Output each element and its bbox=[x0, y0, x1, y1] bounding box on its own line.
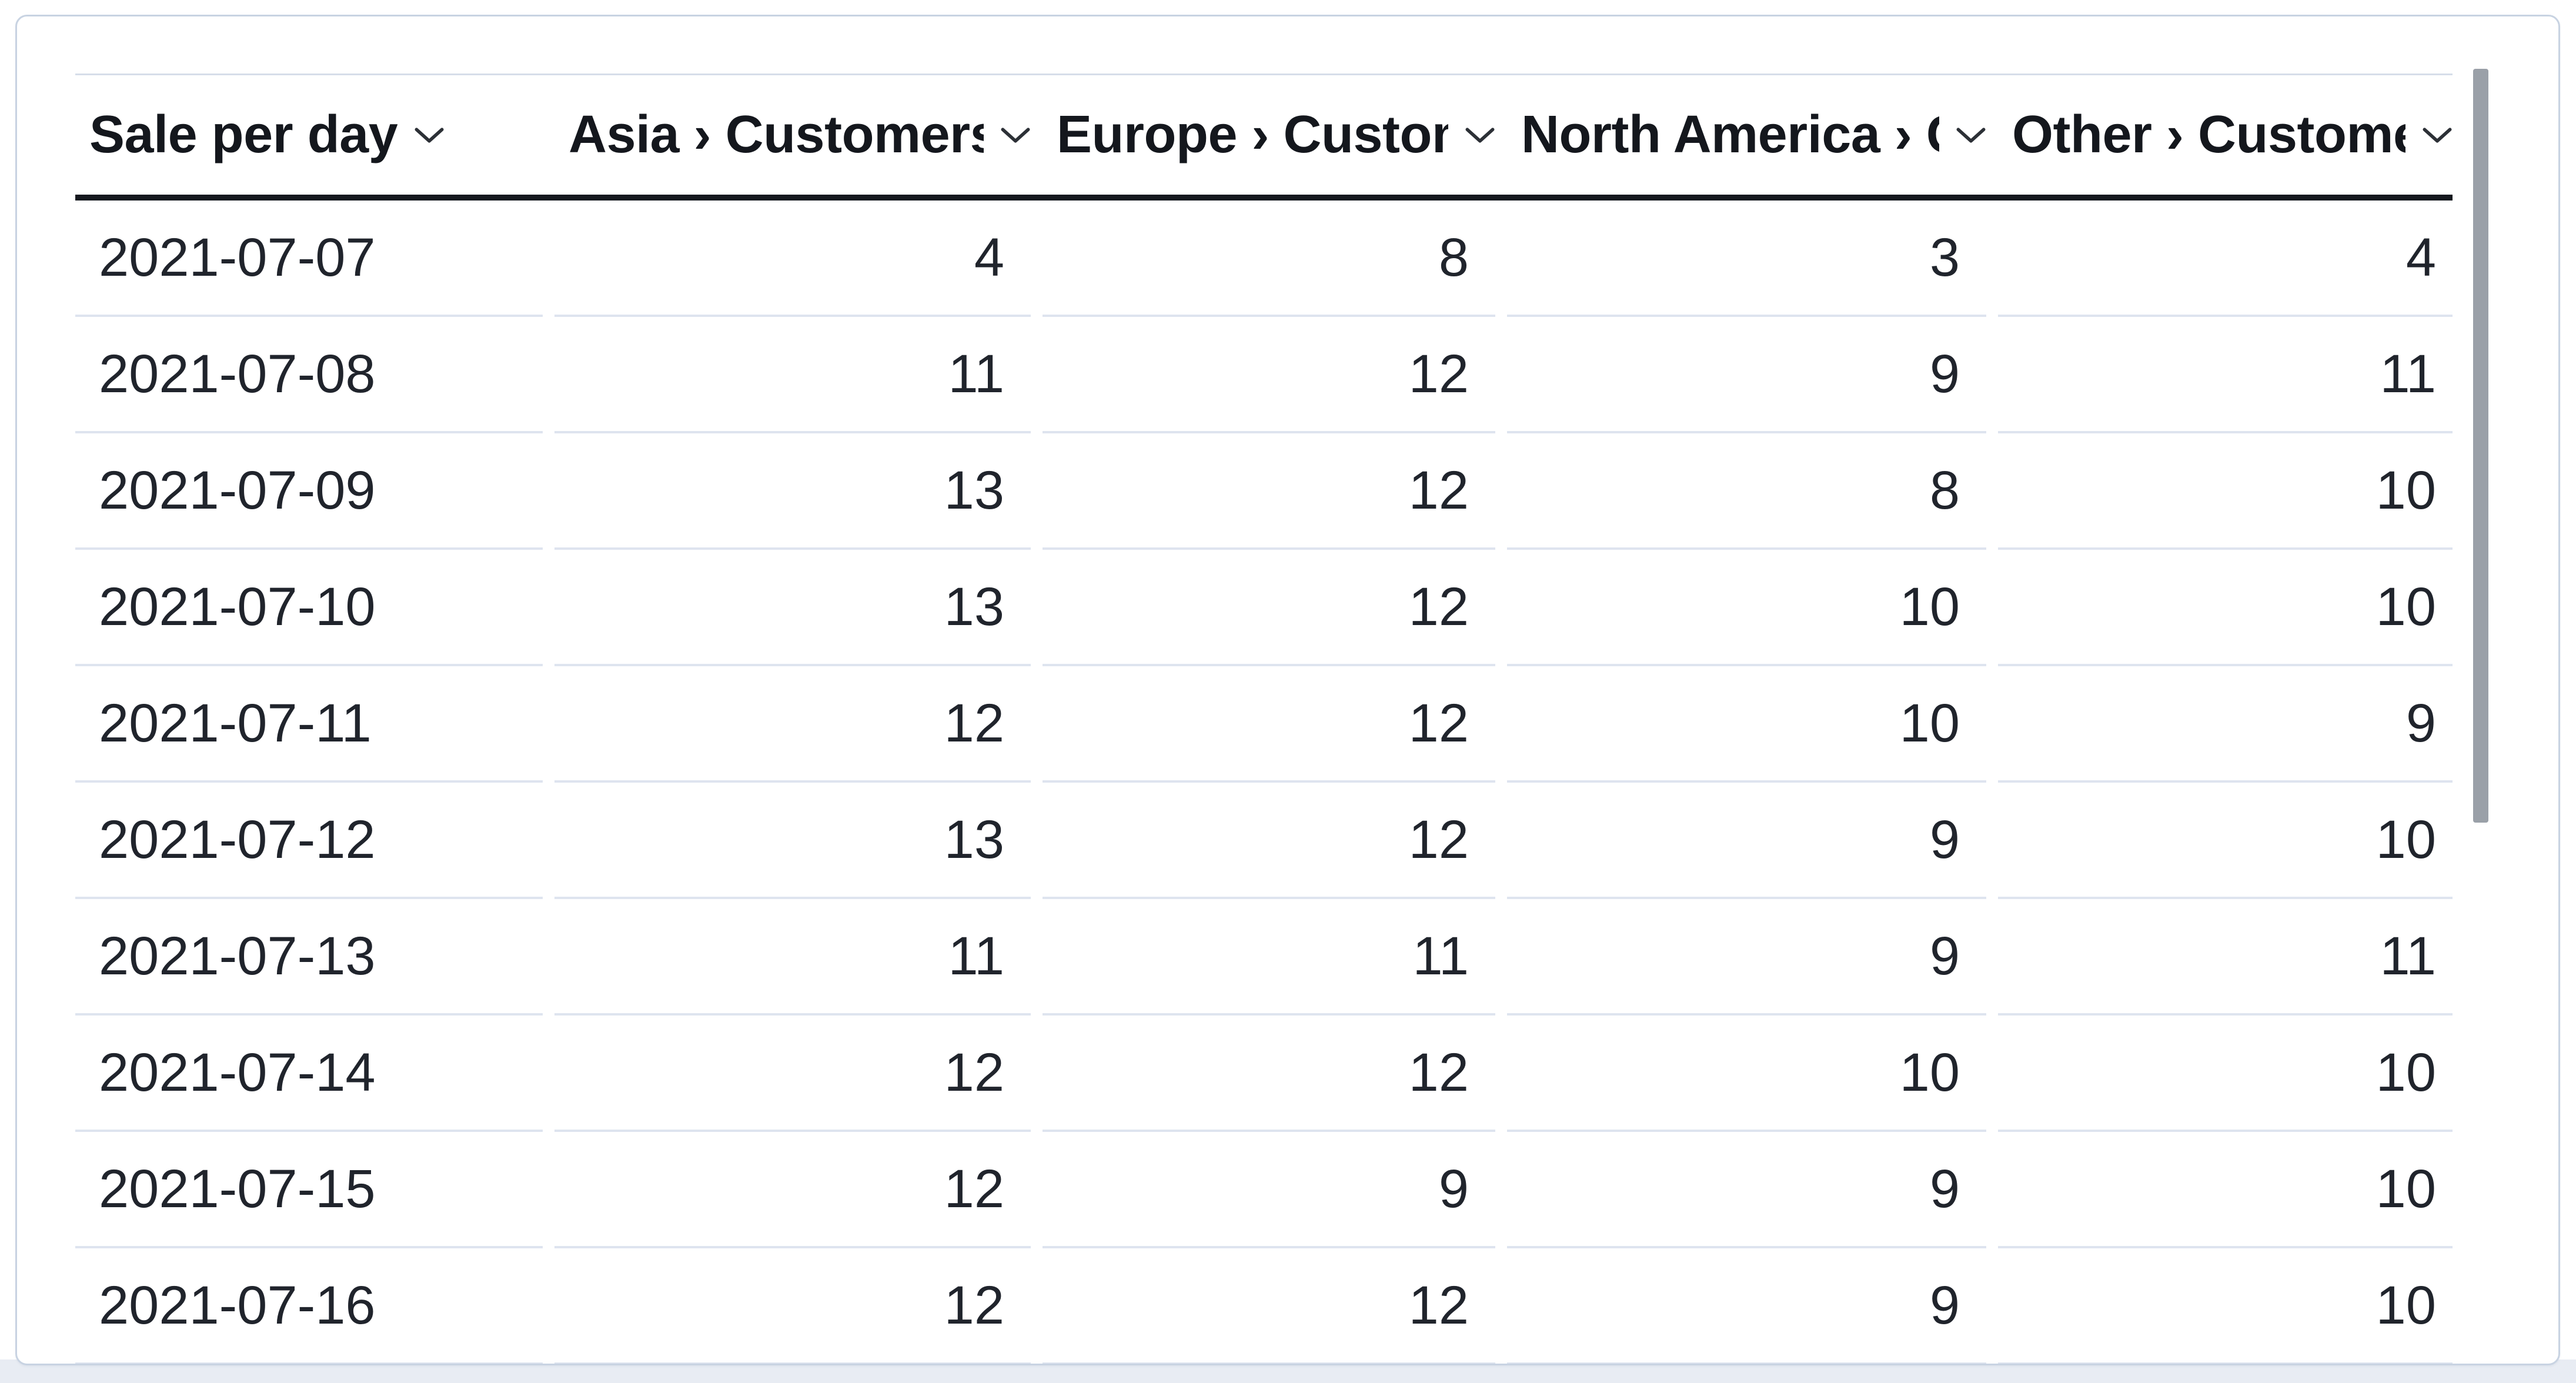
chevron-down-icon[interactable] bbox=[1465, 126, 1495, 145]
chevron-down-icon[interactable] bbox=[1956, 126, 1986, 145]
data-table: Sale per day Asia › Customers Europe › C… bbox=[75, 74, 2453, 1364]
table-card: Sale per day Asia › Customers Europe › C… bbox=[15, 15, 2560, 1365]
column-header[interactable]: Other › Customers bbox=[1998, 75, 2453, 195]
date-cell: 2021-07-15 bbox=[75, 1132, 543, 1248]
date-cell: 2021-07-16 bbox=[75, 1248, 543, 1364]
value-cell: 10 bbox=[1998, 1248, 2453, 1364]
column-header-label: Asia › Customers bbox=[569, 105, 984, 164]
value-cell: 12 bbox=[554, 1132, 1031, 1248]
value-cell: 11 bbox=[1998, 899, 2453, 1015]
date-cell: 2021-07-11 bbox=[75, 666, 543, 783]
value-cell: 9 bbox=[1507, 783, 1986, 899]
chevron-down-icon[interactable] bbox=[414, 126, 445, 145]
value-cell: 10 bbox=[1507, 1015, 1986, 1132]
table-body: 2021-07-07 4 8 3 4 2021-07-08 11 12 9 11… bbox=[75, 201, 2453, 1364]
value-cell: 10 bbox=[1998, 1132, 2453, 1248]
value-cell: 10 bbox=[1507, 550, 1986, 666]
column-header[interactable]: North America › Customers bbox=[1507, 75, 1986, 195]
column-header[interactable]: Europe › Customers bbox=[1043, 75, 1495, 195]
value-cell: 12 bbox=[554, 666, 1031, 783]
column-header-label: Other › Customers bbox=[2012, 105, 2405, 164]
value-cell: 3 bbox=[1507, 201, 1986, 317]
scrollbar-thumb[interactable] bbox=[2473, 69, 2488, 823]
chevron-down-icon[interactable] bbox=[2422, 126, 2453, 145]
value-cell: 9 bbox=[1507, 317, 1986, 433]
value-cell: 8 bbox=[1507, 433, 1986, 550]
date-cell: 2021-07-09 bbox=[75, 433, 543, 550]
table-row: 2021-07-15 12 9 9 10 bbox=[75, 1132, 2453, 1248]
value-cell: 9 bbox=[1507, 899, 1986, 1015]
value-cell: 9 bbox=[1043, 1132, 1495, 1248]
value-cell: 10 bbox=[1998, 550, 2453, 666]
date-cell: 2021-07-13 bbox=[75, 899, 543, 1015]
table-row: 2021-07-10 13 12 10 10 bbox=[75, 550, 2453, 666]
value-cell: 10 bbox=[1998, 433, 2453, 550]
value-cell: 4 bbox=[554, 201, 1031, 317]
value-cell: 12 bbox=[1043, 1248, 1495, 1364]
value-cell: 12 bbox=[1043, 317, 1495, 433]
value-cell: 9 bbox=[1507, 1132, 1986, 1248]
value-cell: 11 bbox=[554, 317, 1031, 433]
value-cell: 9 bbox=[1998, 666, 2453, 783]
column-header-label: Sale per day bbox=[89, 105, 398, 164]
value-cell: 10 bbox=[1507, 666, 1986, 783]
value-cell: 12 bbox=[554, 1015, 1031, 1132]
table-row: 2021-07-13 11 11 9 11 bbox=[75, 899, 2453, 1015]
value-cell: 12 bbox=[1043, 783, 1495, 899]
date-cell: 2021-07-07 bbox=[75, 201, 543, 317]
date-cell: 2021-07-12 bbox=[75, 783, 543, 899]
value-cell: 11 bbox=[1043, 899, 1495, 1015]
value-cell: 12 bbox=[1043, 666, 1495, 783]
value-cell: 11 bbox=[554, 899, 1031, 1015]
date-cell: 2021-07-08 bbox=[75, 317, 543, 433]
table-row: 2021-07-12 13 12 9 10 bbox=[75, 783, 2453, 899]
value-cell: 10 bbox=[1998, 1015, 2453, 1132]
table-row: 2021-07-08 11 12 9 11 bbox=[75, 317, 2453, 433]
table-header-row: Sale per day Asia › Customers Europe › C… bbox=[75, 74, 2453, 201]
value-cell: 12 bbox=[1043, 1015, 1495, 1132]
value-cell: 9 bbox=[1507, 1248, 1986, 1364]
value-cell: 13 bbox=[554, 550, 1031, 666]
column-header-label: North America › Customers bbox=[1521, 105, 1939, 164]
column-header-label: Europe › Customers bbox=[1057, 105, 1448, 164]
table-row: 2021-07-07 4 8 3 4 bbox=[75, 201, 2453, 317]
value-cell: 13 bbox=[554, 433, 1031, 550]
value-cell: 8 bbox=[1043, 201, 1495, 317]
table-row: 2021-07-16 12 12 9 10 bbox=[75, 1248, 2453, 1364]
table-row: 2021-07-09 13 12 8 10 bbox=[75, 433, 2453, 550]
date-cell: 2021-07-14 bbox=[75, 1015, 543, 1132]
column-header[interactable]: Asia › Customers bbox=[554, 75, 1031, 195]
value-cell: 10 bbox=[1998, 783, 2453, 899]
value-cell: 12 bbox=[1043, 433, 1495, 550]
value-cell: 4 bbox=[1998, 201, 2453, 317]
value-cell: 11 bbox=[1998, 317, 2453, 433]
table-row: 2021-07-11 12 12 10 9 bbox=[75, 666, 2453, 783]
chevron-down-icon[interactable] bbox=[1000, 126, 1031, 145]
column-header[interactable]: Sale per day bbox=[75, 75, 543, 195]
value-cell: 13 bbox=[554, 783, 1031, 899]
value-cell: 12 bbox=[554, 1248, 1031, 1364]
date-cell: 2021-07-10 bbox=[75, 550, 543, 666]
table-row: 2021-07-14 12 12 10 10 bbox=[75, 1015, 2453, 1132]
value-cell: 12 bbox=[1043, 550, 1495, 666]
